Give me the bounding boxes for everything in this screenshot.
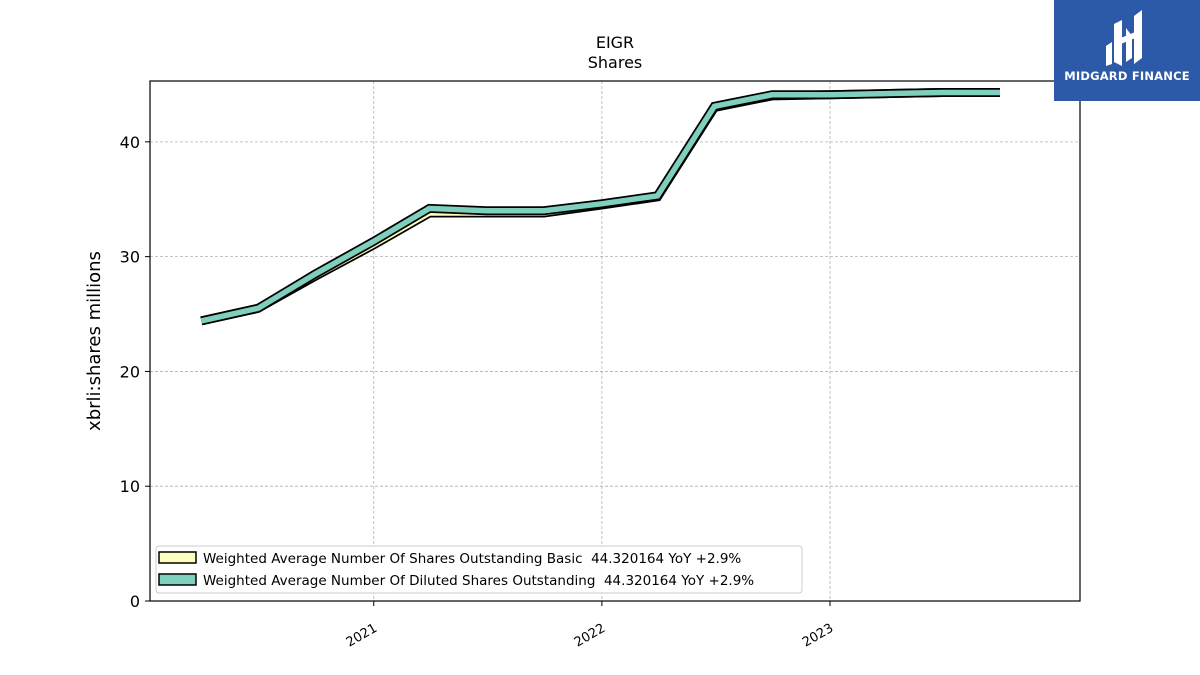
chart-subtitle: Shares [588, 53, 643, 72]
brand-logo: MIDGARD FINANCE [1054, 0, 1200, 101]
midgard-logo-icon [1106, 10, 1142, 66]
x-tick-label: 2021 [344, 621, 380, 651]
legend-frame [155, 545, 803, 594]
brand-name: MIDGARD FINANCE [1064, 69, 1190, 83]
legend: Weighted Average Number Of Shares Outsta… [155, 545, 803, 594]
legend-label-diluted: Weighted Average Number Of Diluted Share… [203, 573, 754, 589]
legend-label-basic: Weighted Average Number Of Shares Outsta… [203, 551, 741, 567]
legend-swatch-diluted [158, 573, 197, 586]
series-lines [200, 88, 1000, 326]
x-tick-label: 2023 [800, 621, 836, 651]
series-line-diluted [200, 88, 1000, 326]
legend-swatch-basic [158, 551, 197, 564]
y-tick-label: 40 [120, 133, 140, 152]
y-tick-label: 30 [120, 248, 140, 267]
x-tick-label: 2022 [572, 621, 608, 651]
y-tick-label: 0 [130, 592, 140, 611]
plot-frame [149, 80, 1081, 602]
grid-lines [150, 81, 1080, 601]
chart-title: EIGR [596, 33, 634, 52]
y-tick-label: 10 [120, 477, 140, 496]
y-tick-label: 20 [120, 362, 140, 381]
series-fill [200, 89, 1000, 324]
y-axis-label: xbrli:shares millions [84, 251, 105, 431]
series-outline [200, 88, 1000, 326]
